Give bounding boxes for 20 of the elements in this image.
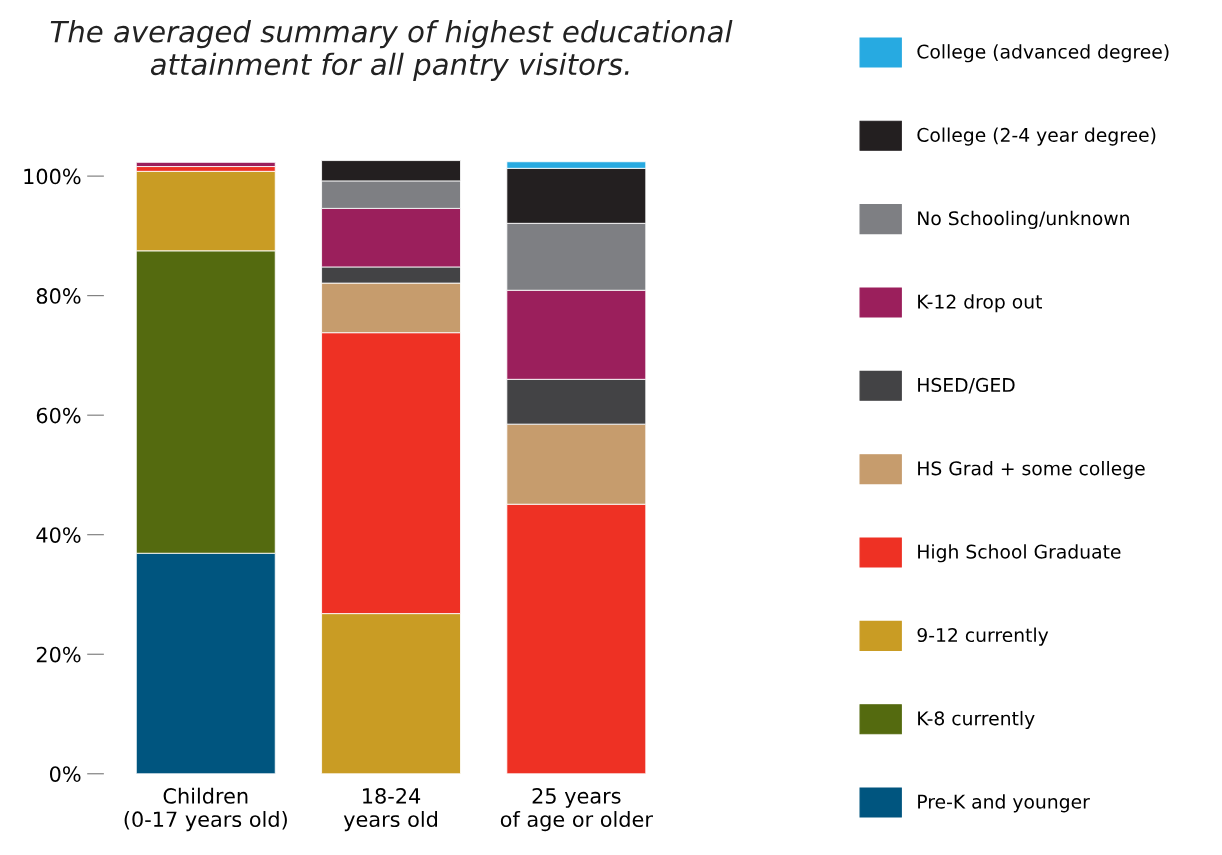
- legend-label: No Schooling/unknown: [918, 210, 1129, 229]
- legend-label: K-8 currently: [918, 710, 1035, 730]
- legend-label: College (advanced degree): [917, 44, 1169, 63]
- x-tick-label: Children (0-17 years old): [124, 787, 287, 832]
- legend-label: Pre-K and younger: [918, 794, 1090, 813]
- y-tick-label: 20%: [36, 646, 81, 663]
- legend-label: High School Graduate: [918, 544, 1121, 563]
- chart-title: The averaged summary of highest educational attainment for all pantry visitors.: [50, 20, 733, 81]
- y-tick-label: 0%: [49, 766, 81, 782]
- legend-label: K-12 drop out: [918, 294, 1042, 313]
- legend-label: HSED/GED: [918, 377, 1015, 394]
- legend-label: College (2-4 year degree): [917, 127, 1156, 146]
- x-tick-label: 25 years of age or older: [500, 788, 653, 832]
- y-tick-label: 80%: [36, 288, 81, 304]
- legend-label: HS Grad + some college: [918, 460, 1145, 480]
- legend-label: 9-12 currently: [917, 627, 1049, 646]
- y-tick-label: 40%: [36, 527, 81, 543]
- x-tick-label: 18-24 years old: [343, 788, 437, 832]
- y-tick-label: 100%: [24, 168, 81, 185]
- y-tick-label: 60%: [36, 407, 81, 424]
